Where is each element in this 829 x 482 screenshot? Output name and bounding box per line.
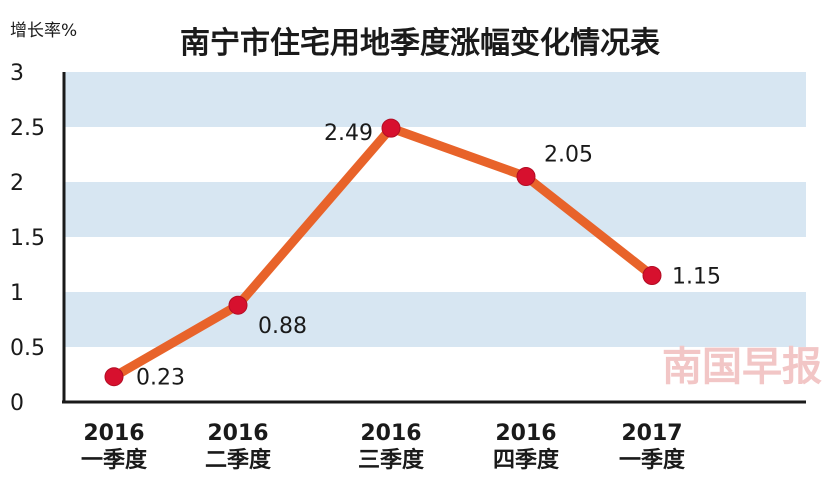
y-tick-label: 0.5 xyxy=(10,336,45,361)
data-point xyxy=(642,266,662,285)
grid-band xyxy=(64,182,806,237)
x-tick-label: 2016 三季度 xyxy=(358,421,425,473)
y-axis-label: 增长率% xyxy=(10,21,77,41)
y-tick-label: 1.5 xyxy=(10,226,45,251)
data-label: 2.05 xyxy=(544,143,593,168)
data-point xyxy=(104,367,124,387)
y-tick-label: 1 xyxy=(10,281,24,306)
data-point xyxy=(228,295,248,315)
y-tick-labels: 0 0.5 1 1.5 2 2.5 3 xyxy=(10,61,45,416)
y-tick-label: 2 xyxy=(10,171,24,196)
data-label: 0.23 xyxy=(136,366,185,391)
grid-band xyxy=(64,72,806,127)
x-tick-label: 2016 一季度 xyxy=(81,421,148,473)
x-tick-labels: 2016 一季度 2016 二季度 2016 三季度 2016 四季度 2017 一季度 xyxy=(81,421,686,473)
x-tick-label: 2017 一季度 xyxy=(619,421,686,473)
data-label: 2.49 xyxy=(324,121,373,146)
y-tick-label: 3 xyxy=(10,61,24,86)
x-tick-label: 2016 四季度 xyxy=(493,421,560,473)
data-point xyxy=(516,167,536,186)
data-point xyxy=(381,118,401,138)
plot-bands xyxy=(64,72,806,347)
data-label: 0.88 xyxy=(258,314,307,339)
y-tick-label: 0 xyxy=(10,391,24,416)
x-tick-label: 2016 二季度 xyxy=(205,421,272,473)
chart-title: 南宁市住宅用地季度涨幅变化情况表 xyxy=(180,26,660,61)
data-label: 1.15 xyxy=(672,265,721,290)
series-group: 0.23 0.88 2.49 2.05 1.15 xyxy=(104,118,721,391)
watermark-logo: 南国早报 xyxy=(662,344,822,390)
y-tick-label: 2.5 xyxy=(10,116,45,141)
